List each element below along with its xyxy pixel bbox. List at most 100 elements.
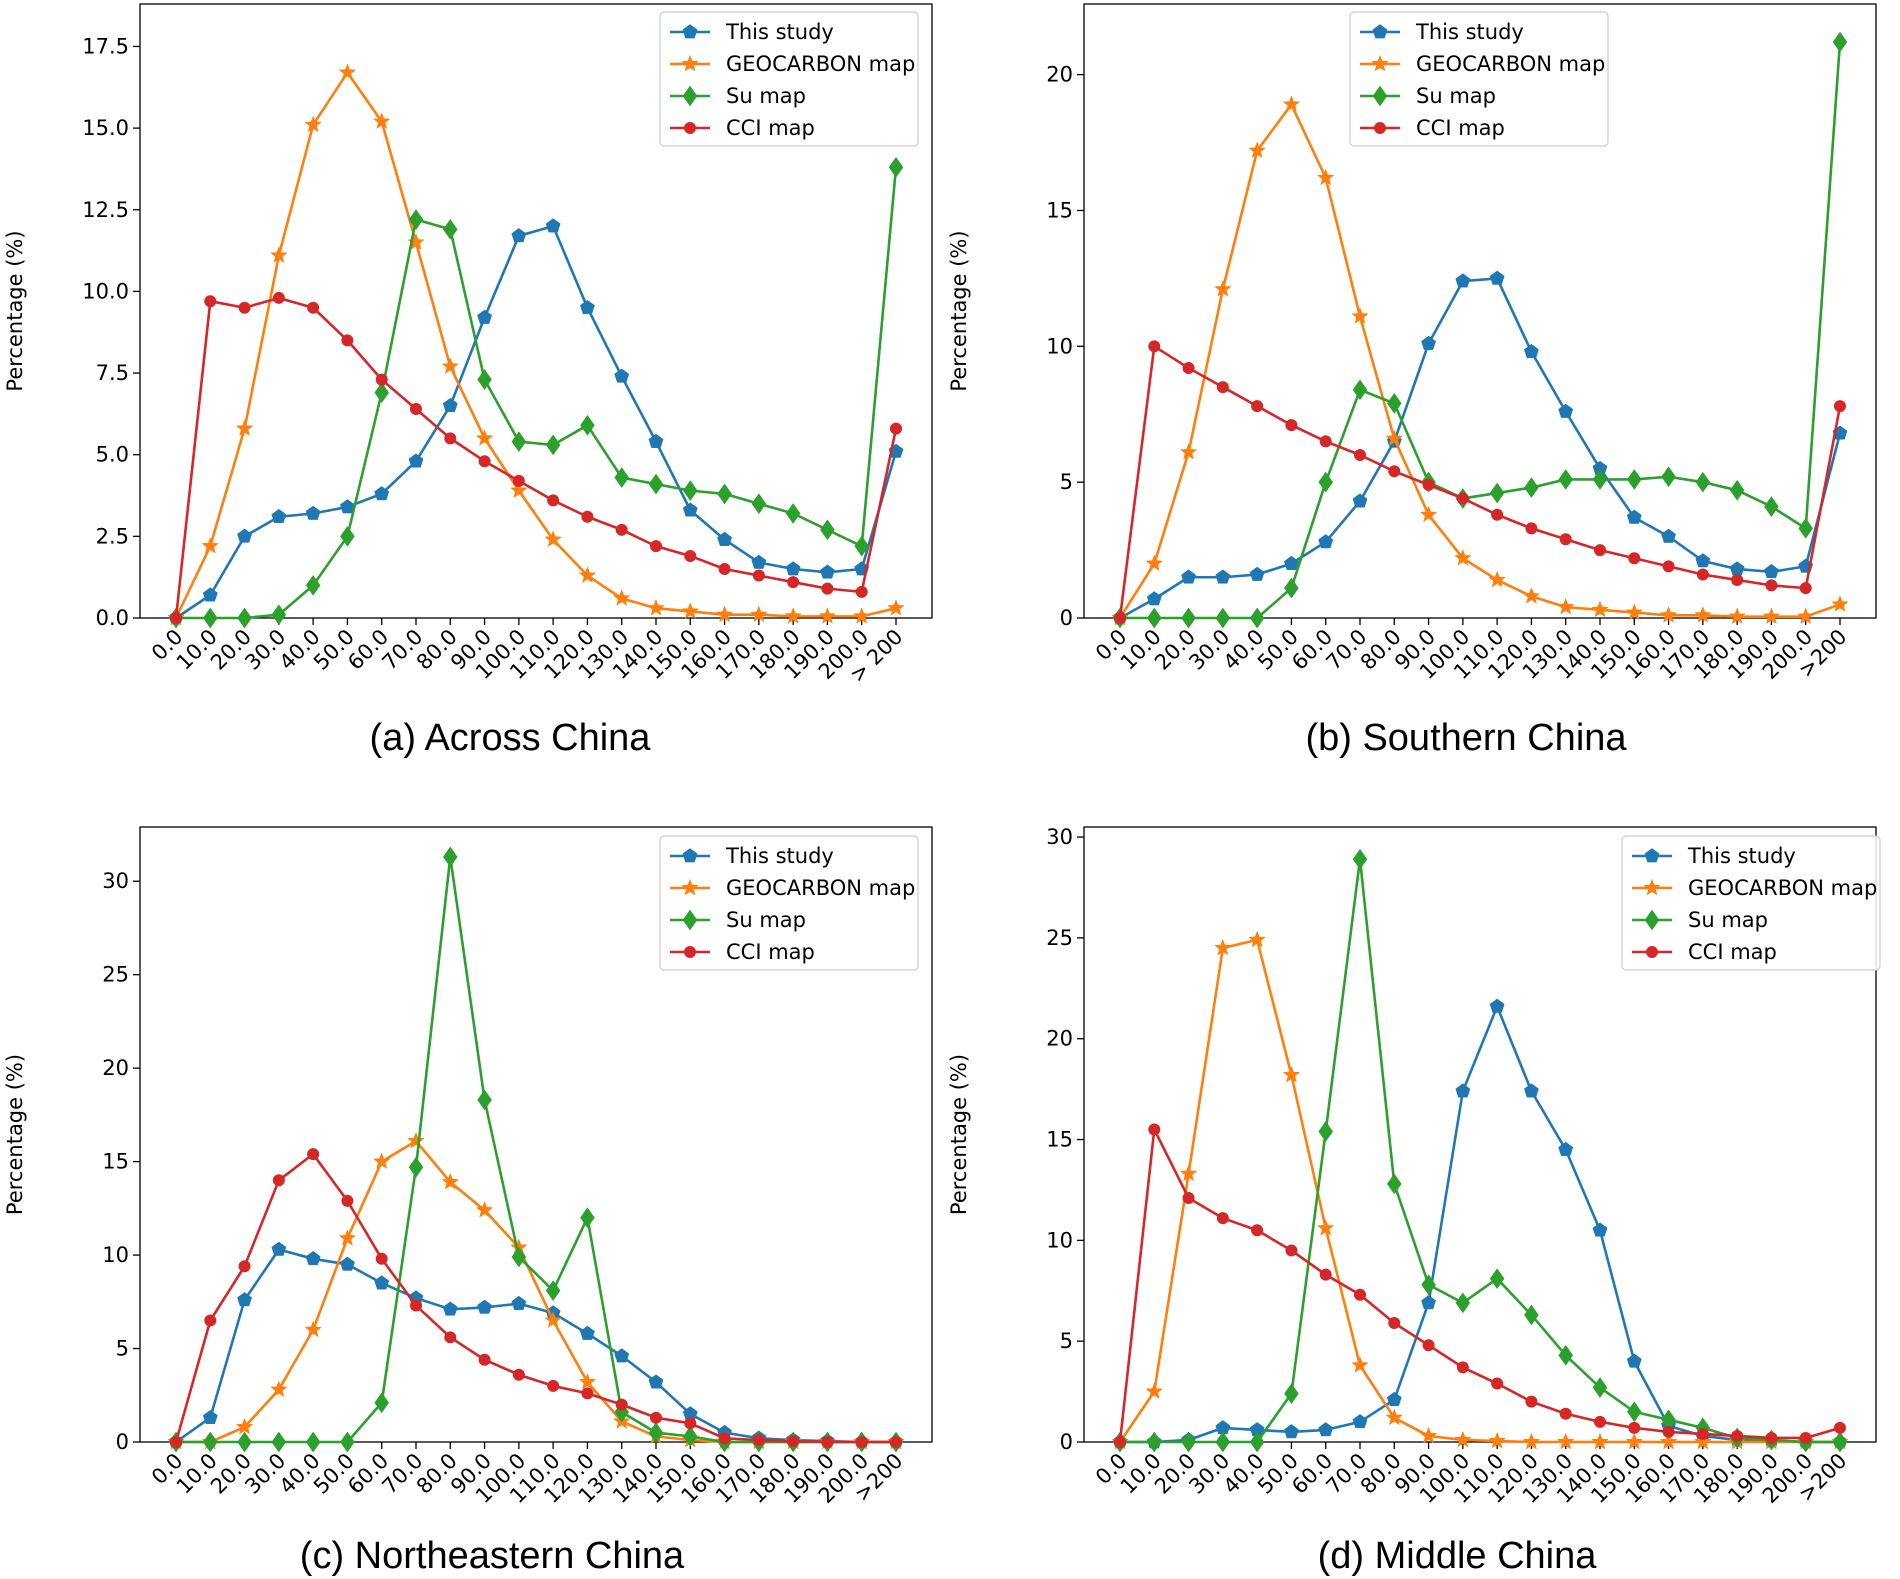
data-point xyxy=(1522,1432,1541,1450)
data-point xyxy=(1248,141,1266,159)
data-point xyxy=(1114,612,1126,624)
series-line-this-study xyxy=(175,224,898,620)
data-point xyxy=(1282,1065,1301,1083)
legend-marker xyxy=(1644,848,1660,863)
legend-marker xyxy=(1374,122,1386,134)
y-tick-label: 17.5 xyxy=(82,34,129,58)
legend: This study GEOCARBON map Su map CCI map xyxy=(659,11,919,147)
data-point xyxy=(1488,570,1506,588)
data-point xyxy=(612,589,631,606)
data-point xyxy=(1729,479,1745,501)
series-line-cci-map xyxy=(1118,1128,1841,1443)
data-point xyxy=(270,246,288,263)
data-point xyxy=(818,607,837,624)
data-point xyxy=(1215,607,1231,629)
y-tick-label: 0.0 xyxy=(96,606,129,630)
plot-frame xyxy=(1083,3,1877,619)
data-point xyxy=(785,561,801,576)
data-point xyxy=(647,598,665,616)
data-point xyxy=(750,605,768,623)
data-point xyxy=(305,1251,321,1266)
data-point xyxy=(1215,1431,1231,1453)
data-point xyxy=(442,1301,458,1316)
data-point xyxy=(1216,1212,1229,1225)
data-point xyxy=(238,301,251,314)
data-point xyxy=(237,607,252,629)
chart-caption: (d) Middle China xyxy=(1318,1535,1598,1577)
data-point xyxy=(751,554,767,569)
data-point xyxy=(1456,492,1469,505)
data-point xyxy=(785,503,801,524)
series-line-geocarbon-map xyxy=(174,71,897,619)
legend-entry-label: This study xyxy=(1415,20,1524,44)
data-point xyxy=(338,63,357,81)
data-point xyxy=(717,483,732,505)
data-point xyxy=(1524,1083,1539,1098)
data-point xyxy=(204,1314,217,1327)
data-point xyxy=(477,1089,492,1111)
data-point xyxy=(1352,848,1368,870)
data-point xyxy=(340,499,355,514)
data-point xyxy=(510,481,528,499)
legend-marker xyxy=(1646,946,1658,958)
chart-caption: (c) Northeastern China xyxy=(300,1535,685,1577)
data-point xyxy=(1489,270,1505,285)
data-point xyxy=(578,1372,597,1390)
y-tick-label: 5 xyxy=(1060,1329,1073,1353)
data-point xyxy=(271,1431,287,1453)
data-point xyxy=(854,535,870,557)
data-point xyxy=(1558,1141,1574,1156)
data-point xyxy=(271,508,287,524)
data-point xyxy=(1594,544,1606,557)
data-point xyxy=(1696,1427,1709,1440)
data-point xyxy=(1182,362,1195,375)
series-line-this-study xyxy=(175,1248,896,1444)
data-point xyxy=(1796,607,1815,625)
legend-marker xyxy=(682,85,698,107)
y-tick-label: 15.0 xyxy=(82,116,129,140)
y-axis-label: Percentage (%) xyxy=(947,1054,971,1215)
data-point xyxy=(374,1275,390,1290)
data-point xyxy=(684,1417,697,1430)
legend-entry-label: CCI map xyxy=(726,116,815,140)
data-point xyxy=(1386,1391,1402,1406)
data-point xyxy=(374,382,390,404)
data-point xyxy=(1352,493,1368,508)
data-point xyxy=(1556,597,1575,615)
data-point xyxy=(855,585,868,598)
y-tick-label: 15 xyxy=(102,1150,129,1174)
data-point xyxy=(1662,1425,1675,1438)
data-point xyxy=(1799,1431,1812,1444)
data-point xyxy=(341,1194,354,1207)
legend-marker xyxy=(684,122,696,134)
data-point xyxy=(1385,1408,1404,1426)
data-point xyxy=(1694,606,1712,623)
data-point xyxy=(375,1252,388,1265)
y-tick-label: 12.5 xyxy=(82,198,129,222)
data-point xyxy=(1352,1414,1368,1429)
data-point xyxy=(1594,1415,1606,1428)
data-point xyxy=(581,1387,594,1400)
data-point xyxy=(648,1422,664,1444)
data-point xyxy=(888,156,904,178)
data-point xyxy=(1592,469,1608,490)
y-tick-label: 20 xyxy=(1046,1027,1073,1051)
data-point xyxy=(477,1299,492,1314)
data-point xyxy=(614,467,630,488)
data-point xyxy=(1454,549,1472,566)
data-point xyxy=(682,502,698,517)
data-point xyxy=(1214,938,1232,956)
data-point xyxy=(1628,552,1641,565)
data-point xyxy=(580,299,595,315)
legend-marker xyxy=(1643,878,1661,896)
data-point xyxy=(272,291,285,304)
data-point xyxy=(1525,522,1538,535)
data-point xyxy=(475,1201,494,1218)
data-point xyxy=(1661,466,1676,488)
data-point xyxy=(374,486,390,501)
data-point xyxy=(1696,568,1709,581)
legend-entry-label: GEOCARBON map xyxy=(1416,52,1605,76)
data-point xyxy=(372,1152,391,1170)
data-point xyxy=(305,505,321,520)
